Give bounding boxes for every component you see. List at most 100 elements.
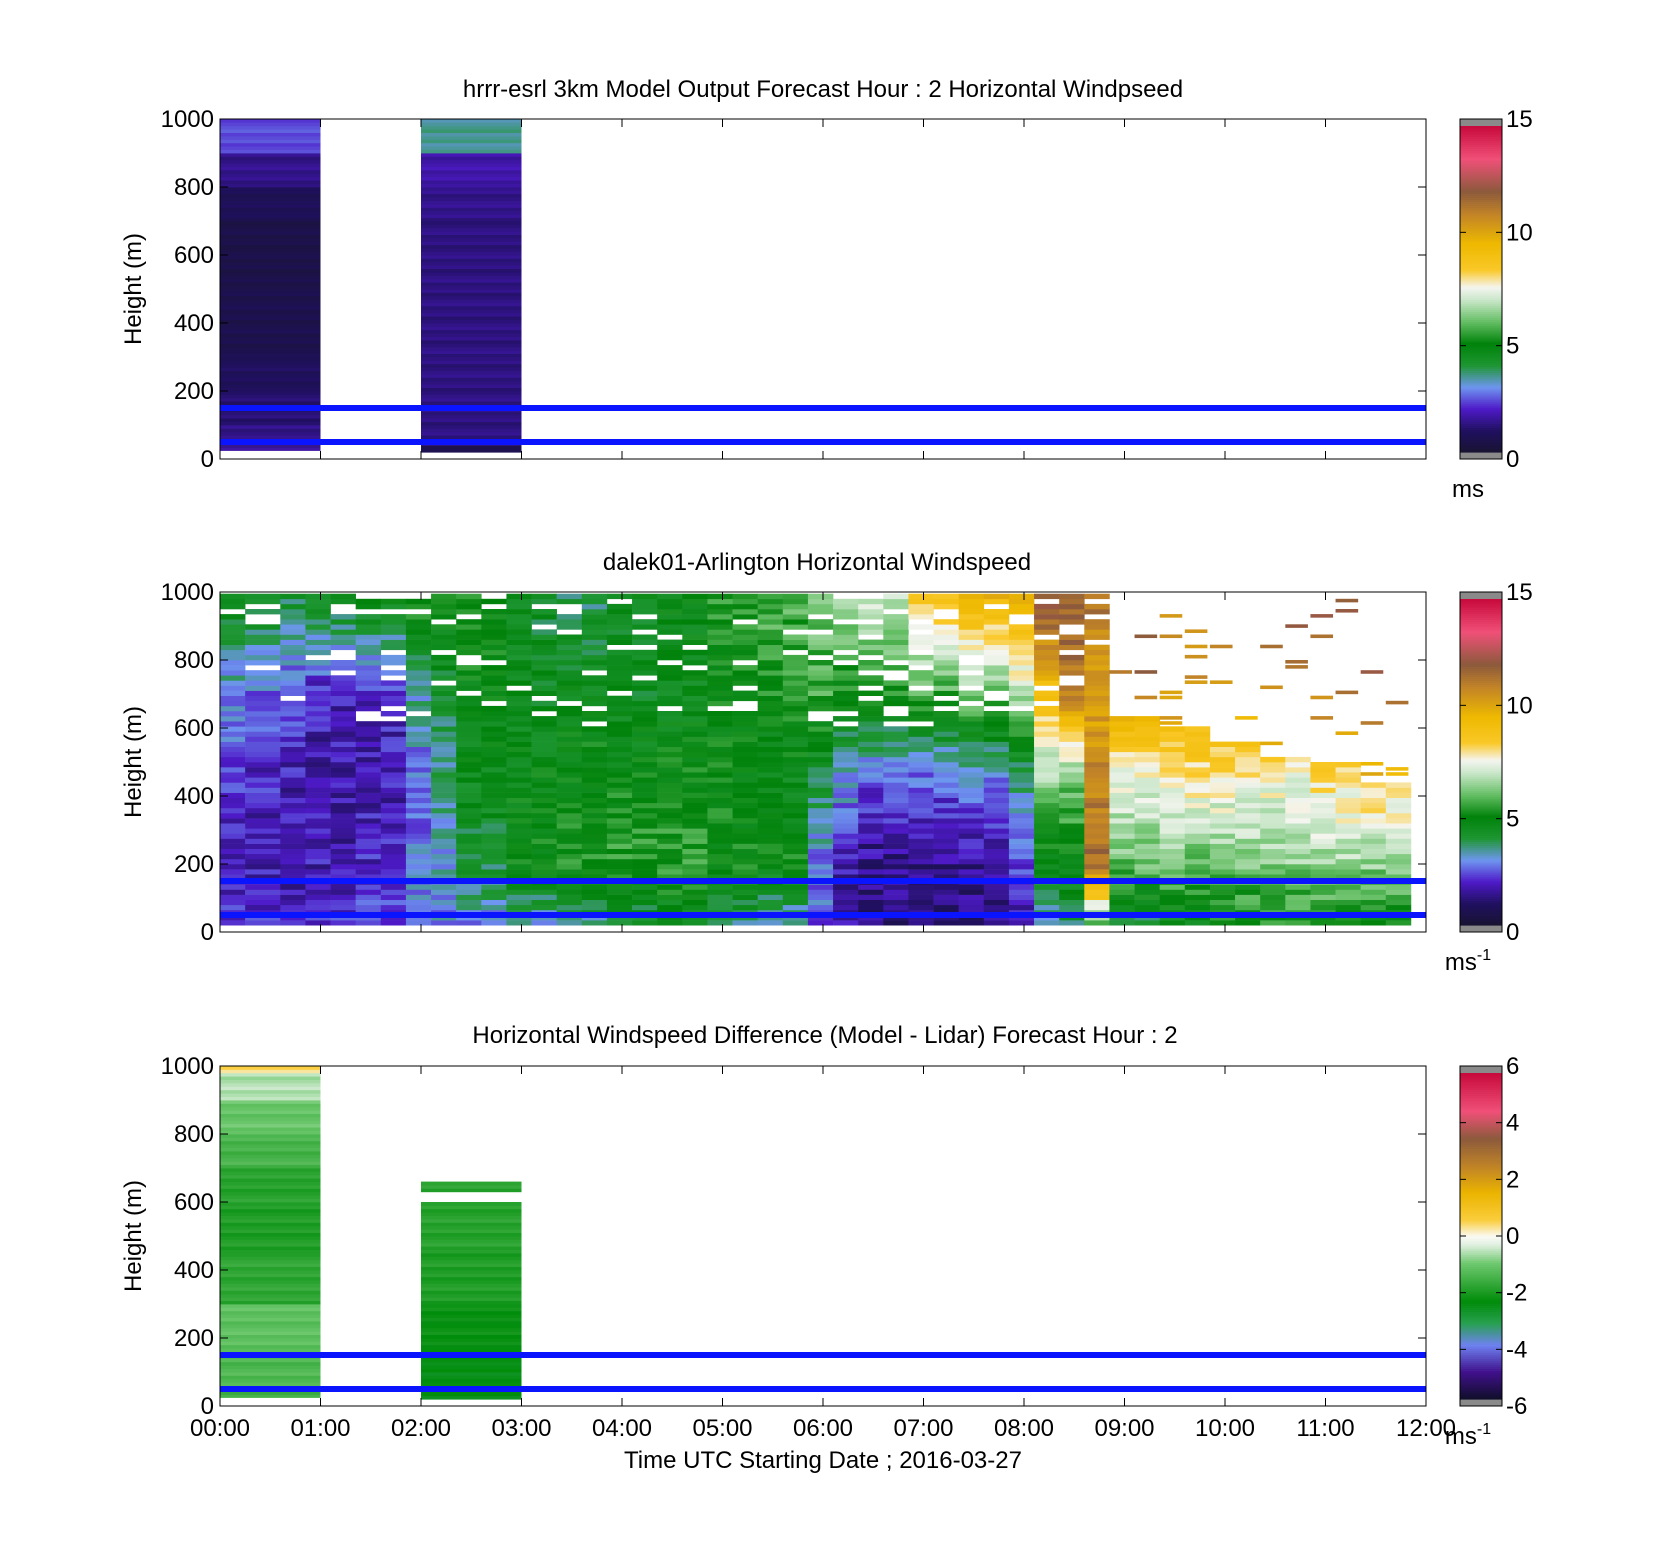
heatmap-cell — [456, 716, 482, 722]
heatmap-cell — [632, 894, 658, 900]
heatmap-cell — [220, 1358, 321, 1363]
heatmap-cell — [1109, 721, 1135, 727]
heatmap-cell — [657, 746, 683, 753]
heatmap-cell — [220, 363, 321, 368]
heatmap-cell — [983, 833, 1010, 839]
heatmap-cell — [1260, 833, 1286, 839]
colorbar-swatch — [1460, 1303, 1502, 1306]
heatmap-cell — [908, 889, 934, 895]
heatmap-cell — [220, 312, 321, 317]
heatmap-cell — [983, 731, 1010, 737]
heatmap-cell — [807, 828, 834, 834]
heatmap-cell — [506, 639, 532, 645]
colorbar-tick-label: 10 — [1506, 219, 1533, 246]
heatmap-cell — [220, 428, 321, 433]
heatmap-cell — [933, 864, 959, 870]
heatmap-cell — [757, 619, 784, 625]
heatmap-cell — [431, 660, 457, 666]
colorbar-swatch — [1460, 1075, 1502, 1078]
heatmap-cell — [1235, 756, 1261, 763]
colorbar-swatch — [1460, 209, 1502, 213]
heatmap-cell — [220, 869, 246, 875]
y-tick-label: 600 — [174, 1189, 214, 1216]
heatmap-cell — [657, 823, 683, 829]
heatmap-cell — [1184, 838, 1211, 844]
heatmap-cell — [421, 1290, 522, 1295]
heatmap-cell — [1159, 782, 1186, 788]
heatmap-cell — [220, 1297, 321, 1301]
heatmap-cell — [807, 802, 834, 809]
heatmap-cell — [1184, 899, 1211, 906]
heatmap-cell — [1059, 741, 1085, 747]
heatmap-cell — [380, 619, 407, 625]
heatmap-cell — [1159, 741, 1186, 747]
heatmap-cell — [1385, 700, 1409, 705]
heatmap-cell — [883, 649, 909, 656]
heatmap-cell — [1008, 609, 1035, 615]
heatmap-cell — [581, 751, 608, 758]
heatmap-cell — [1235, 818, 1261, 824]
heatmap-cell — [1134, 792, 1160, 798]
colorbar-swatch — [1460, 1309, 1502, 1312]
heatmap-cell — [531, 731, 557, 737]
heatmap-cell — [581, 853, 608, 860]
heatmap-cell — [1008, 884, 1035, 890]
heatmap-cell — [782, 680, 809, 686]
heatmap-cell — [581, 823, 608, 829]
heatmap-cell — [220, 333, 321, 337]
colorbar-swatch — [1460, 1132, 1502, 1135]
heatmap-cell — [531, 751, 557, 758]
heatmap-cell — [456, 797, 482, 804]
heatmap-cell — [581, 874, 608, 880]
heatmap-cell — [556, 660, 583, 666]
heatmap-cell — [220, 377, 321, 382]
colorbar-swatch — [1460, 1368, 1502, 1372]
heatmap-cell — [355, 818, 382, 824]
heatmap-cell — [280, 665, 306, 671]
heatmap-cell — [833, 813, 859, 819]
heatmap-cell — [380, 741, 407, 747]
colorbar-swatch — [1460, 1362, 1502, 1365]
heatmap-cell — [220, 1181, 321, 1186]
colorbar-swatch — [1460, 1174, 1502, 1178]
heatmap-cell — [305, 726, 331, 732]
heatmap-cell — [757, 721, 784, 727]
colorbar-swatch — [1460, 635, 1502, 639]
heatmap-cell — [782, 670, 809, 676]
heatmap-cell — [858, 823, 884, 829]
colorbar-swatch — [1460, 839, 1502, 843]
heatmap-cell — [481, 920, 507, 926]
heatmap-cell — [456, 858, 482, 865]
heatmap-cell — [1059, 731, 1085, 737]
heatmap-cell — [883, 716, 909, 722]
heatmap-cell — [833, 864, 859, 870]
heatmap-cell — [220, 170, 321, 174]
heatmap-cell — [657, 654, 683, 661]
heatmap-cell — [421, 1293, 522, 1298]
heatmap-cell — [833, 746, 859, 753]
heatmap-cell — [355, 731, 382, 737]
heatmap-cell — [581, 639, 608, 645]
heatmap-cell — [707, 716, 733, 722]
heatmap-cell — [481, 767, 507, 773]
heatmap-cell — [245, 649, 281, 656]
heatmap-cell — [380, 864, 407, 870]
heatmap-cell — [1285, 767, 1311, 773]
heatmap-cell — [1034, 894, 1060, 900]
heatmap-cell — [1134, 797, 1160, 804]
heatmap-cell — [245, 904, 281, 911]
heatmap-cell — [481, 823, 507, 829]
heatmap-cell — [481, 772, 507, 778]
heatmap-cell — [280, 634, 306, 640]
heatmap-cell — [581, 787, 608, 793]
heatmap-cell — [405, 614, 432, 620]
heatmap-cell — [883, 864, 909, 870]
heatmap-cell — [421, 214, 522, 218]
heatmap-cell — [481, 782, 507, 788]
heatmap-cell — [632, 782, 658, 788]
heatmap-cell — [280, 899, 306, 906]
heatmap-cell — [421, 431, 522, 436]
heatmap-cell — [632, 603, 658, 610]
colorbar-tick-label: 10 — [1506, 692, 1533, 719]
heatmap-cell — [1084, 695, 1110, 702]
